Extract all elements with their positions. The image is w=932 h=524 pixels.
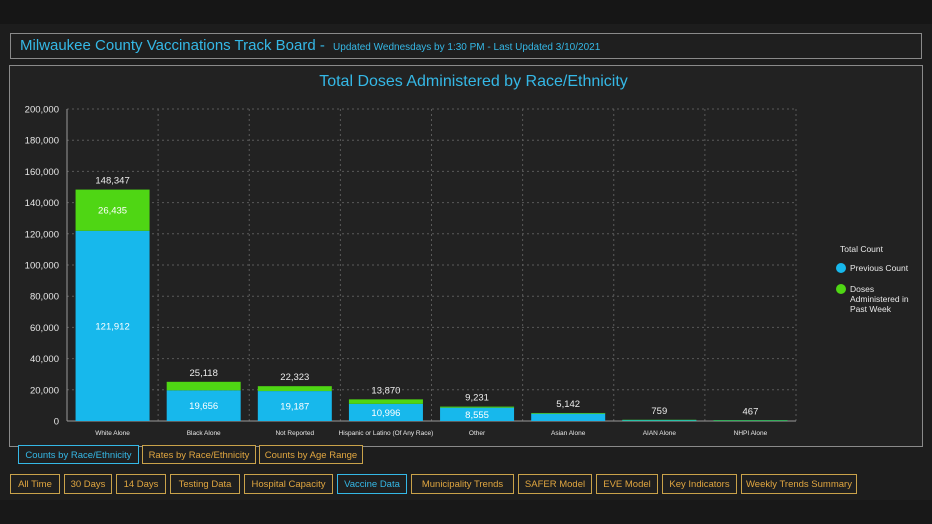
total-label: 467 — [743, 406, 759, 417]
total-label: 759 — [651, 406, 667, 417]
x-tick-label: AIAN Alone — [643, 430, 677, 437]
past-week-label: 26,435 — [98, 206, 127, 217]
y-tick-label: 180,000 — [25, 136, 59, 147]
bar-previous-count — [440, 407, 515, 421]
y-tick-label: 20,000 — [30, 385, 59, 396]
legend-title: Total Count — [840, 244, 884, 254]
subtab-counts-by-age-range[interactable]: Counts by Age Range — [259, 445, 363, 464]
subtab-rates-by-race-ethnicity[interactable]: Rates by Race/Ethnicity — [142, 445, 256, 464]
y-tick-label: 100,000 — [25, 261, 59, 272]
page-title: Milwaukee County Vaccinations Track Boar… — [20, 37, 600, 54]
top-band — [0, 0, 932, 24]
bottom-band — [0, 500, 932, 524]
navtab-testing-data[interactable]: Testing Data — [170, 474, 240, 494]
x-tick-label: White Alone — [95, 430, 130, 437]
total-label: 5,142 — [556, 399, 580, 410]
legend-label: Administered in — [850, 294, 909, 304]
x-tick-label: Not Reported — [275, 430, 314, 437]
legend-label: Previous Count — [850, 263, 909, 273]
bar-past-week — [348, 399, 423, 404]
bar-past-week — [622, 419, 697, 421]
y-tick-label: 80,000 — [30, 292, 59, 303]
y-tick-label: 40,000 — [30, 354, 59, 365]
stacked-bar-chart: Total Doses Administered by Race/Ethnici… — [25, 73, 909, 437]
update-note: Updated Wednesdays by 1:30 PM - Last Upd… — [333, 42, 601, 53]
y-tick-label: 140,000 — [25, 198, 59, 209]
chart-panel: Total Doses Administered by Race/Ethnici… — [9, 65, 923, 447]
previous-count-label: 121,912 — [95, 321, 129, 332]
x-tick-label: Hispanic or Latino (Of Any Race) — [339, 430, 434, 437]
navtab-municipality-trends[interactable]: Municipality Trends — [411, 474, 514, 494]
header-bar: Milwaukee County Vaccinations Track Boar… — [10, 33, 922, 59]
navtab-weekly-trends-summary[interactable]: Weekly Trends Summary — [741, 474, 857, 494]
y-tick-label: 60,000 — [30, 323, 59, 334]
bar-previous-count — [531, 413, 606, 421]
bar-past-week — [166, 381, 241, 391]
bar-past-week — [75, 189, 150, 231]
y-tick-label: 160,000 — [25, 167, 59, 178]
x-tick-label: NHPI Alone — [734, 430, 768, 437]
bar-previous-count — [348, 403, 423, 421]
bar-past-week — [531, 412, 606, 414]
navtab-30-days[interactable]: 30 Days — [64, 474, 112, 494]
legend-swatch — [836, 284, 846, 294]
chart-title: Total Doses Administered by Race/Ethnici… — [319, 73, 628, 90]
x-tick-label: Black Alone — [187, 430, 221, 437]
legend-swatch — [836, 263, 846, 273]
y-tick-label: 120,000 — [25, 229, 59, 240]
previous-count-label: 8,555 — [465, 410, 489, 421]
subtab-counts-by-race-ethnicity[interactable]: Counts by Race/Ethnicity — [18, 445, 139, 464]
navtab-safer-model[interactable]: SAFER Model — [518, 474, 592, 494]
title-separator: - — [315, 37, 330, 54]
total-label: 148,347 — [95, 176, 129, 187]
legend-label: Doses — [850, 284, 874, 294]
total-label: 25,118 — [190, 368, 218, 379]
y-tick-label: 200,000 — [25, 105, 59, 116]
page-title-text: Milwaukee County Vaccinations Track Boar… — [20, 37, 316, 54]
x-tick-label: Asian Alone — [551, 430, 586, 437]
total-label: 22,323 — [280, 372, 309, 383]
bar-previous-count — [622, 419, 697, 421]
bar-past-week — [440, 406, 515, 408]
previous-count-label: 10,996 — [371, 408, 400, 419]
bar-previous-count — [166, 390, 241, 421]
bar-past-week — [257, 386, 332, 392]
legend-label: Past Week — [850, 304, 892, 314]
navtab-14-days[interactable]: 14 Days — [116, 474, 166, 494]
navtab-eve-model[interactable]: EVE Model — [596, 474, 658, 494]
x-tick-label: Other — [469, 430, 486, 437]
bar-previous-count — [75, 230, 150, 421]
bar-past-week — [713, 420, 788, 421]
bar-previous-count — [257, 391, 332, 421]
navtab-all-time[interactable]: All Time — [10, 474, 60, 494]
total-label: 9,231 — [465, 393, 489, 404]
navtab-vaccine-data[interactable]: Vaccine Data — [337, 474, 407, 494]
previous-count-label: 19,187 — [280, 402, 309, 413]
y-tick-label: 0 — [54, 417, 59, 428]
navtab-key-indicators[interactable]: Key Indicators — [662, 474, 737, 494]
previous-count-label: 19,656 — [189, 401, 218, 412]
navtab-hospital-capacity[interactable]: Hospital Capacity — [244, 474, 333, 494]
total-label: 13,870 — [371, 385, 400, 396]
